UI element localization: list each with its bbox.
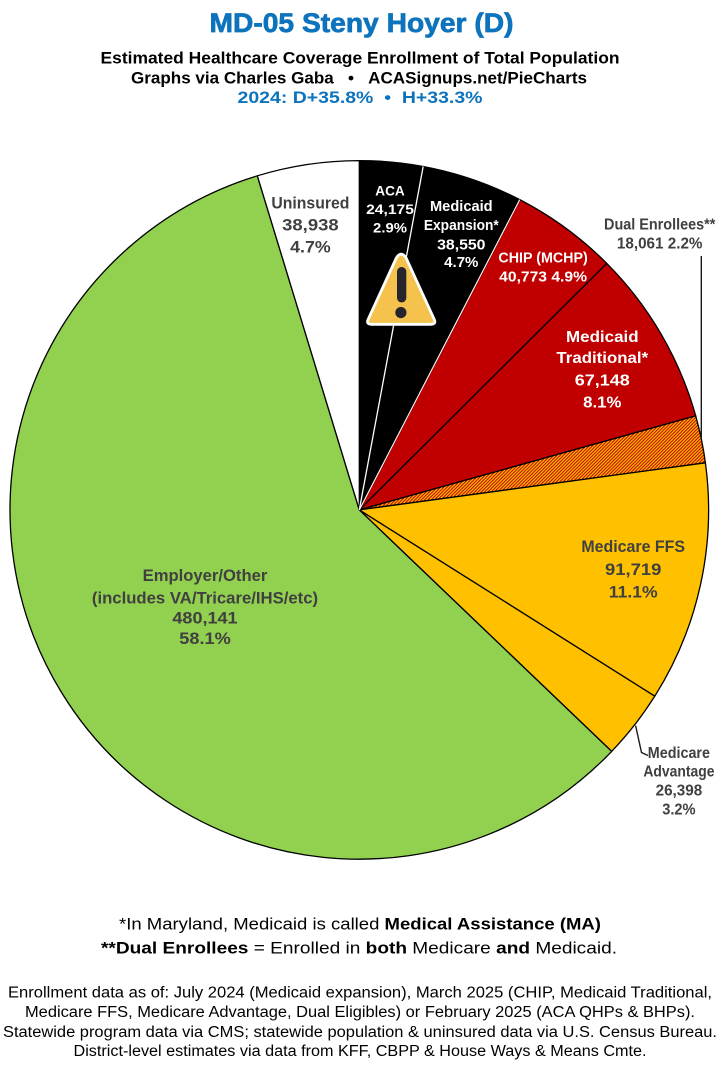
svg-text:Statewide program data via CMS: Statewide program data via CMS; statewid… <box>3 1024 717 1041</box>
svg-text:Graphs via Charles Gaba •: Graphs via Charles Gaba • ACASignups.net… <box>131 69 587 87</box>
svg-text:67,148: 67,148 <box>575 372 630 389</box>
svg-text:26,398: 26,398 <box>656 783 703 800</box>
svg-text:58.1%: 58.1% <box>179 629 230 648</box>
svg-text:ACA: ACA <box>375 183 405 198</box>
svg-text:38,550: 38,550 <box>437 237 485 253</box>
svg-text:4.7%: 4.7% <box>290 238 331 257</box>
svg-text:Medicare FFS: Medicare FFS <box>581 537 685 556</box>
svg-text:District-level estimates via d: District-level estimates via data from K… <box>74 1043 647 1060</box>
svg-text:MD-05 Steny Hoyer (D): MD-05 Steny Hoyer (D) <box>210 8 514 38</box>
svg-text:Estimated Healthcare Coverage: Estimated Healthcare Coverage Enrollment… <box>101 50 620 68</box>
svg-text:(includes VA/Tricare/IHS/etc): (includes VA/Tricare/IHS/etc) <box>92 589 318 608</box>
svg-text:Dual Enrollees**: Dual Enrollees** <box>604 216 716 233</box>
svg-text:8.1%: 8.1% <box>583 395 621 412</box>
svg-text:Traditional*: Traditional* <box>556 350 649 367</box>
svg-text:11.1%: 11.1% <box>609 583 658 602</box>
svg-text:4.7%: 4.7% <box>444 255 478 271</box>
svg-text:Uninsured: Uninsured <box>271 193 349 212</box>
svg-text:2024: D+35.8% • H+33.3%: 2024: D+35.8% • H+33.3% <box>238 89 483 107</box>
svg-text:91,719: 91,719 <box>605 560 661 579</box>
svg-text:Medicaid: Medicaid <box>566 329 639 346</box>
svg-text:18,061 2.2%: 18,061 2.2% <box>617 235 703 252</box>
svg-text:3.2%: 3.2% <box>662 802 695 819</box>
svg-text:24,175: 24,175 <box>366 202 414 217</box>
svg-text:Advantage: Advantage <box>643 764 714 781</box>
svg-text:Medicare: Medicare <box>648 745 710 762</box>
svg-text:Medicare FFS, Medicare Advanta: Medicare FFS, Medicare Advantage, Dual E… <box>25 1004 695 1021</box>
svg-text:38,938: 38,938 <box>282 215 339 234</box>
svg-text:480,141: 480,141 <box>172 609 237 628</box>
svg-text:40,773 4.9%: 40,773 4.9% <box>499 270 587 286</box>
svg-text:CHIP (MCHP): CHIP (MCHP) <box>498 251 588 267</box>
svg-text:Expansion*: Expansion* <box>424 218 499 234</box>
svg-text:Employer/Other: Employer/Other <box>143 566 268 585</box>
svg-text:Enrollment data as of: July 20: Enrollment data as of: July 2024 (Medica… <box>8 985 712 1002</box>
svg-text:**Dual Enrollees = Enrolled in: **Dual Enrollees = Enrolled in both Medi… <box>101 939 617 957</box>
svg-text:*In Maryland, Medicaid is call: *In Maryland, Medicaid is called Medical… <box>119 916 601 934</box>
svg-text:Medicaid: Medicaid <box>430 199 493 215</box>
svg-text:2.9%: 2.9% <box>373 220 407 235</box>
